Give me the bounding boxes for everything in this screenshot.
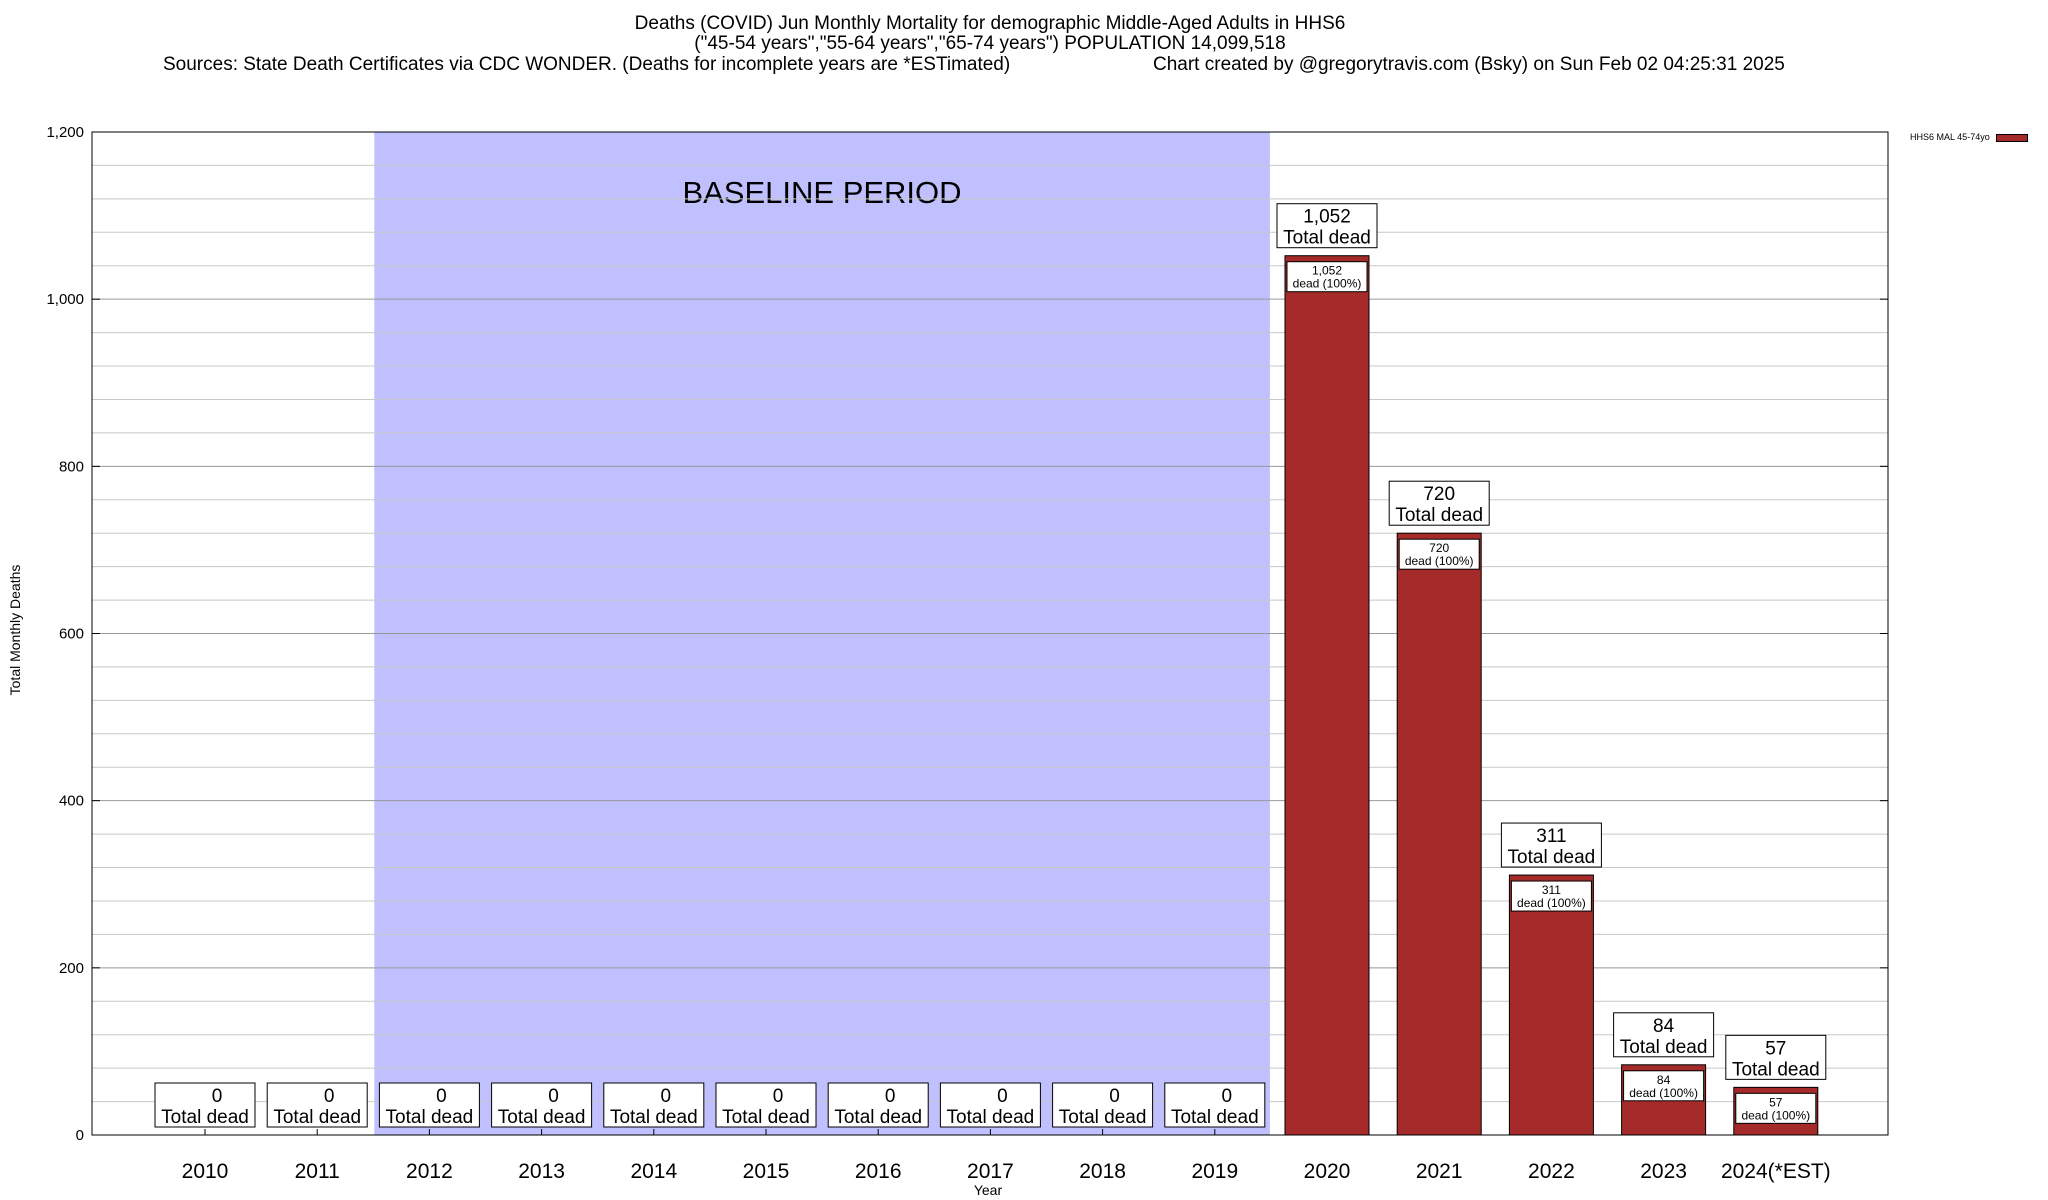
bar-inner-share: dead (100%) <box>1405 554 1474 568</box>
bar-total-caption: Total dead <box>834 1107 922 1128</box>
x-tick-label: 2017 <box>967 1160 1014 1183</box>
bar-total-caption: Total dead <box>273 1107 361 1128</box>
bar-value-label: 720 <box>1423 484 1455 505</box>
bar-total-label-box <box>266 1082 368 1128</box>
bar-total-label-box <box>1613 1012 1715 1058</box>
bar-total-label-box <box>715 1082 817 1128</box>
x-tick-label: 2014 <box>630 1160 677 1183</box>
bar-total-caption: Total dead <box>1059 1107 1147 1128</box>
bar-value-label: 84 <box>1653 1016 1675 1037</box>
x-tick-label: 2021 <box>1416 1160 1463 1183</box>
legend-label: HHS6 MAL 45-74yo <box>1910 132 1990 142</box>
bar-total-label-box <box>1164 1082 1266 1128</box>
bar-inner-share: dead (100%) <box>1517 896 1586 910</box>
bar-total-label-box <box>1388 480 1490 526</box>
sources-note: Sources: State Death Certificates via CD… <box>163 54 1011 75</box>
x-tick-label: 2019 <box>1191 1160 1238 1183</box>
bar-value-label: 0 <box>324 1086 335 1107</box>
bar-total-label-box <box>1052 1082 1154 1128</box>
bar-total-caption: Total dead <box>610 1107 698 1128</box>
x-tick-label: 2012 <box>406 1160 453 1183</box>
bar-total-label-box <box>603 1082 705 1128</box>
y-tick-label: 1,000 <box>46 291 84 308</box>
bar-inner-label-box <box>1623 1070 1705 1102</box>
bar-inner-label-box <box>1286 261 1368 293</box>
bar-inner-label-box <box>1510 880 1592 912</box>
bar-value-label: 0 <box>1109 1086 1120 1107</box>
bar-value-label: 0 <box>661 1086 672 1107</box>
bar-value-label: 0 <box>997 1086 1008 1107</box>
bar-value-label: 0 <box>1222 1086 1233 1107</box>
bar-total-label-box <box>827 1082 929 1128</box>
bar-inner-value: 57 <box>1769 1095 1783 1109</box>
legend: HHS6 MAL 45-74yo <box>1910 132 2028 142</box>
x-tick-label: 2015 <box>743 1160 790 1183</box>
bar-inner-value: 1,052 <box>1312 264 1342 278</box>
title-line-1: Deaths (COVID) Jun Monthly Mortality for… <box>634 13 1346 34</box>
y-tick-label: 1,200 <box>46 124 84 141</box>
bar-total-caption: Total dead <box>498 1107 586 1128</box>
x-tick-label: 2022 <box>1528 1160 1575 1183</box>
x-tick-label: 2020 <box>1304 1160 1351 1183</box>
bar-total-caption: Total dead <box>1395 505 1483 526</box>
bar-total-caption: Total dead <box>1508 847 1596 868</box>
y-tick-label: 0 <box>76 1127 84 1144</box>
bar-value-label: 0 <box>548 1086 559 1107</box>
bar <box>1508 874 1594 1136</box>
x-tick-label: 2013 <box>518 1160 565 1183</box>
bar-total-label-box <box>491 1082 593 1128</box>
bar-value-label: 311 <box>1536 826 1566 847</box>
y-tick-label: 200 <box>59 960 84 977</box>
credit-note: Chart created by @gregorytravis.com (Bsk… <box>1153 54 1785 75</box>
bar-value-label: 1,052 <box>1303 207 1351 228</box>
bar-total-caption: Total dead <box>386 1107 474 1128</box>
bar-total-label-box <box>1500 822 1602 868</box>
bar-inner-value: 311 <box>1542 883 1561 897</box>
x-tick-label: 2011 <box>295 1160 340 1183</box>
y-tick-label: 600 <box>59 626 84 643</box>
bar-inner-share: dead (100%) <box>1629 1086 1698 1100</box>
bar-inner-label-box <box>1398 538 1480 570</box>
bar-total-caption: Total dead <box>161 1107 249 1128</box>
bar-total-label-box <box>154 1082 256 1128</box>
bar-value-label: 57 <box>1765 1038 1786 1059</box>
bar-total-label-box <box>378 1082 480 1128</box>
x-tick-label: 2010 <box>182 1160 229 1183</box>
bar-inner-label-box <box>1735 1092 1817 1124</box>
bar-total-label-box <box>1725 1034 1827 1080</box>
bar-total-caption: Total dead <box>947 1107 1035 1128</box>
bar-value-label: 0 <box>212 1086 223 1107</box>
bar-total-caption: Total dead <box>1283 228 1371 249</box>
bar-total-label-box <box>939 1082 1041 1128</box>
title-line-2: ("45-54 years","55-64 years","65-74 year… <box>694 33 1286 54</box>
bar-total-caption: Total dead <box>1620 1037 1708 1058</box>
bar-inner-share: dead (100%) <box>1293 277 1362 291</box>
bar-total-caption: Total dead <box>1171 1107 1259 1128</box>
x-tick-label: 2023 <box>1640 1160 1687 1183</box>
bar <box>1284 255 1370 1136</box>
bar-value-label: 0 <box>436 1086 447 1107</box>
bar <box>1396 532 1482 1136</box>
legend-swatch <box>1995 133 2028 142</box>
bar-inner-value: 720 <box>1429 541 1449 555</box>
bar-total-caption: Total dead <box>722 1107 810 1128</box>
x-tick-label: 2016 <box>855 1160 902 1183</box>
chart-title: Deaths (COVID) Jun Monthly Mortality for… <box>0 14 1980 54</box>
bar-total-caption: Total dead <box>1732 1059 1820 1080</box>
bar-inner-value: 84 <box>1657 1073 1671 1087</box>
bar-value-label: 0 <box>885 1086 896 1107</box>
x-tick-label: 2018 <box>1079 1160 1126 1183</box>
y-tick-label: 400 <box>59 793 84 810</box>
bar-value-label: 0 <box>773 1086 784 1107</box>
bar-total-label-box <box>1276 203 1378 249</box>
y-axis-label: Total Monthly Deaths <box>7 565 23 696</box>
x-axis-label: Year <box>974 1182 1003 1198</box>
bar-inner-share: dead (100%) <box>1741 1108 1810 1122</box>
y-tick-label: 800 <box>59 458 84 475</box>
baseline-label: BASELINE PERIOD <box>682 175 961 210</box>
x-tick-label: 2024(*EST) <box>1721 1160 1831 1183</box>
